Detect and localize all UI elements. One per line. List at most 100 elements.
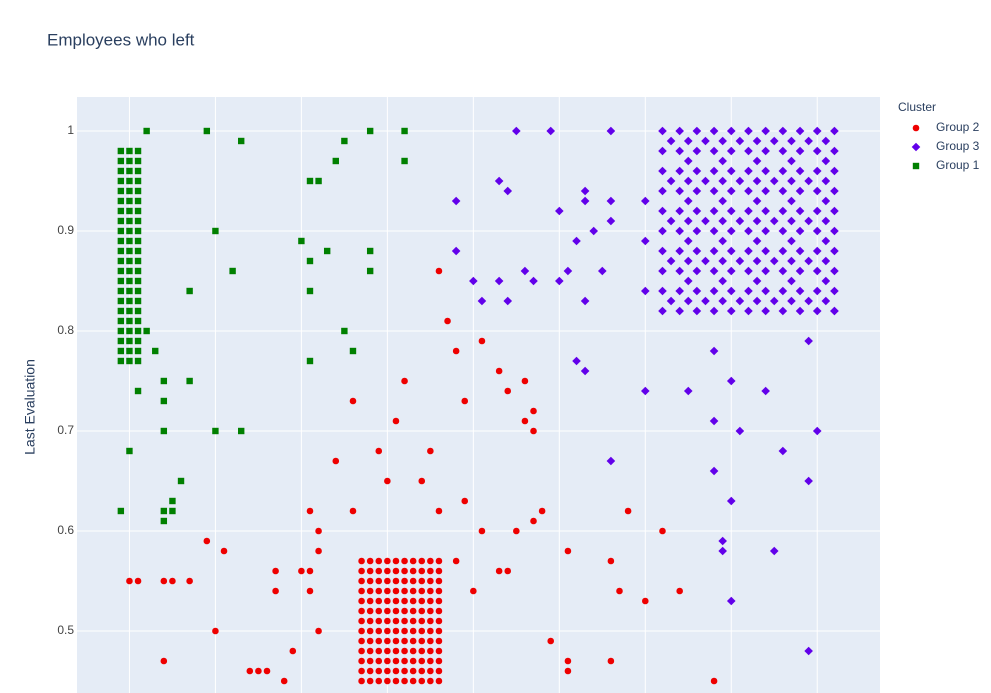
point (435, 587, 443, 595)
point (117, 197, 125, 205)
point (503, 186, 513, 196)
point (435, 577, 443, 585)
point (134, 327, 142, 335)
point (709, 286, 719, 296)
point (306, 287, 314, 295)
point (117, 287, 125, 295)
point (830, 226, 839, 236)
point (280, 677, 288, 685)
point (117, 237, 125, 245)
point (830, 146, 839, 156)
point (795, 166, 805, 176)
point (547, 637, 555, 645)
point (435, 557, 443, 565)
point (804, 216, 813, 226)
point (341, 137, 348, 145)
point (392, 567, 400, 575)
point (384, 607, 391, 615)
point (126, 147, 133, 155)
point (117, 227, 125, 235)
point (409, 597, 417, 605)
point (117, 187, 125, 195)
point (580, 296, 590, 306)
point (134, 357, 142, 365)
point (418, 577, 426, 585)
point (401, 377, 408, 385)
point (726, 376, 736, 386)
point (229, 267, 236, 275)
point (384, 657, 391, 665)
point (769, 136, 779, 146)
point (580, 186, 590, 196)
point (752, 296, 762, 306)
point (366, 267, 374, 275)
point (384, 617, 391, 625)
point (427, 647, 434, 655)
point (384, 667, 391, 675)
point (366, 597, 374, 605)
plot-area (77, 97, 880, 693)
point (804, 136, 813, 146)
point (624, 507, 632, 515)
point (821, 236, 831, 246)
point (769, 176, 779, 186)
point (830, 246, 839, 256)
point (134, 347, 142, 355)
point (392, 647, 400, 655)
point (409, 577, 417, 585)
point (675, 166, 684, 176)
point (375, 667, 383, 675)
point (126, 287, 133, 295)
point (134, 287, 142, 295)
point (427, 677, 434, 685)
point (126, 217, 133, 225)
point (358, 567, 365, 575)
point (427, 657, 434, 665)
point (392, 417, 400, 425)
point (752, 156, 762, 166)
point (744, 226, 753, 236)
point (392, 667, 400, 675)
point (306, 587, 314, 595)
marks (117, 126, 839, 685)
point (564, 667, 572, 675)
point (461, 497, 469, 505)
point (203, 127, 211, 135)
point (392, 657, 400, 665)
point (392, 677, 400, 685)
point (366, 127, 374, 135)
point (366, 627, 374, 635)
point (366, 247, 374, 255)
point (718, 276, 727, 286)
point (778, 446, 788, 456)
point (134, 257, 142, 265)
point (401, 657, 408, 665)
point (701, 136, 710, 146)
point (830, 286, 839, 296)
point (366, 567, 374, 575)
point (186, 577, 193, 585)
point (418, 637, 426, 645)
point (160, 507, 168, 515)
point (134, 317, 142, 325)
point (384, 557, 391, 565)
point (452, 557, 460, 565)
point (418, 567, 426, 575)
point (366, 587, 374, 595)
legend-label: Group 3 (936, 139, 980, 153)
y-tick-label: 0.8 (57, 323, 74, 337)
point (821, 256, 831, 266)
point (812, 426, 822, 436)
point (744, 306, 753, 316)
point (812, 306, 822, 316)
point (409, 627, 417, 635)
point (418, 597, 426, 605)
point (778, 186, 788, 196)
point (418, 557, 426, 565)
point (392, 557, 400, 565)
point (744, 266, 753, 276)
point (117, 347, 125, 355)
point (220, 547, 228, 555)
point (212, 227, 219, 235)
point (263, 667, 271, 675)
